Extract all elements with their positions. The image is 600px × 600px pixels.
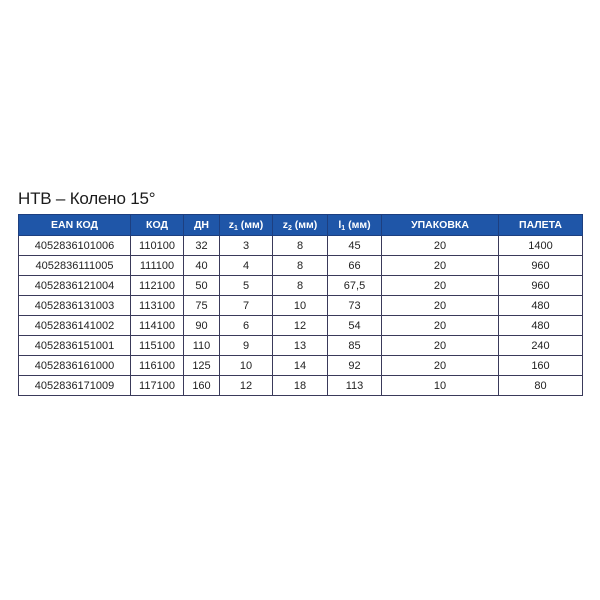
table-cell: 20	[381, 255, 499, 276]
table-cell: 54	[327, 315, 382, 336]
table-cell: 73	[327, 295, 382, 316]
table-cell: 112100	[130, 275, 184, 296]
table-cell: 125	[183, 355, 220, 376]
table-cell: 960	[498, 275, 583, 296]
header-subscript: 2	[287, 224, 292, 232]
header-symbol: z	[228, 218, 234, 231]
table-cell: 75	[183, 295, 220, 316]
header-row: EAN КОД КОД ДН z1 (мм) z2 (мм) l1 (мм) УПАКОВК…	[18, 214, 583, 236]
table-cell: 4052836161000	[18, 355, 131, 376]
table-cell: 50	[183, 275, 220, 296]
table-cell: 114100	[130, 315, 184, 336]
table-cell: 13	[272, 335, 328, 356]
table-cell: 113100	[130, 295, 184, 316]
header-symbol: z	[282, 218, 288, 231]
table-cell: 20	[381, 275, 499, 296]
table-cell: 80	[498, 375, 583, 396]
table-cell: 10	[272, 295, 328, 316]
table-cell: 960	[498, 255, 583, 276]
column-header: l1 (мм)	[327, 214, 382, 236]
table-cell: 480	[498, 315, 583, 336]
table-cell: 66	[327, 255, 382, 276]
table-cell: 18	[272, 375, 328, 396]
column-header: EAN КОД	[18, 214, 131, 236]
table-cell: 8	[272, 275, 328, 296]
table-cell: 111100	[130, 255, 184, 276]
title: НТВ – Колено 15°	[18, 189, 156, 208]
table-cell: 20	[381, 295, 499, 316]
table-cell: 3	[219, 235, 273, 256]
table-cell: 4052836151001	[18, 335, 131, 356]
table-cell: 5	[219, 275, 273, 296]
table-cell: 92	[327, 355, 382, 376]
table-cell: 45	[327, 235, 382, 256]
header-unit: (мм)	[291, 218, 318, 231]
table-cell: 4052836121004	[18, 275, 131, 296]
table-cell: 4052836111005	[18, 255, 131, 276]
table-row: 4052836101006 110100 32 3 8 45 20 1400	[18, 235, 583, 256]
column-header: КОД	[130, 214, 184, 236]
table-cell: 20	[381, 315, 499, 336]
table-cell: 113	[327, 375, 382, 396]
header-symbol: l	[338, 218, 342, 231]
table-cell: 4052836171009	[18, 375, 131, 396]
table-cell: 1400	[498, 235, 583, 256]
table-cell: 12	[272, 315, 328, 336]
table-cell: 117100	[130, 375, 184, 396]
product-table: EAN КОД КОД ДН z1 (мм) z2 (мм) l1 (мм) УПАКОВК…	[18, 214, 583, 396]
table-cell: 8	[272, 255, 328, 276]
table-row: 4052836151001 115100 110 9 13 85 20 240	[18, 335, 583, 356]
table-cell: 4052836131003	[18, 295, 131, 316]
column-header: ПАЛЕТА	[498, 214, 583, 236]
table-row: 4052836111005 111100 40 4 8 66 20 960	[18, 255, 583, 276]
table-cell: 10	[381, 375, 499, 396]
table-cell: 4052836141002	[18, 315, 131, 336]
table-row: 4052836141002 114100 90 6 12 54 20 480	[18, 315, 583, 336]
table-cell: 240	[498, 335, 583, 356]
table-cell: 12	[219, 375, 273, 396]
column-header: z1 (мм)	[219, 214, 273, 236]
table-body: 4052836101006 110100 32 3 8 45 20 1400 405283611…	[18, 235, 583, 396]
table-cell: 116100	[130, 355, 184, 376]
column-header: ДН	[183, 214, 220, 236]
table-cell: 4052836101006	[18, 235, 131, 256]
table-cell: 14	[272, 355, 328, 376]
table-cell: 110100	[130, 235, 184, 256]
table-row: 4052836121004 112100 50 5 8 67,5 20 960	[18, 275, 583, 296]
table-cell: 115100	[130, 335, 184, 356]
table-cell: 20	[381, 355, 499, 376]
table-cell: 7	[219, 295, 273, 316]
header-subscript: 1	[341, 224, 346, 232]
table-cell: 9	[219, 335, 273, 356]
table-cell: 4	[219, 255, 273, 276]
table-cell: 480	[498, 295, 583, 316]
table-cell: 90	[183, 315, 220, 336]
table-cell: 20	[381, 235, 499, 256]
table-cell: 8	[272, 235, 328, 256]
table-row: 4052836161000 116100 125 10 14 92 20 160	[18, 355, 583, 376]
table-row: 4052836171009 117100 160 12 18 113 10 80	[18, 375, 583, 396]
header-unit: (мм)	[237, 218, 264, 231]
column-header: z2 (мм)	[272, 214, 328, 236]
header-unit: (мм)	[345, 218, 371, 231]
header-subscript: 1	[233, 224, 238, 232]
table-cell: 40	[183, 255, 220, 276]
table-cell: 110	[183, 335, 220, 356]
table-cell: 20	[381, 335, 499, 356]
table-cell: 85	[327, 335, 382, 356]
table-cell: 32	[183, 235, 220, 256]
table-cell: 10	[219, 355, 273, 376]
table-cell: 6	[219, 315, 273, 336]
column-header: УПАКОВКА	[381, 214, 499, 236]
table-cell: 67,5	[327, 275, 382, 296]
table-cell: 160	[498, 355, 583, 376]
table-row: 4052836131003 113100 75 7 10 73 20 480	[18, 295, 583, 316]
table-cell: 160	[183, 375, 220, 396]
